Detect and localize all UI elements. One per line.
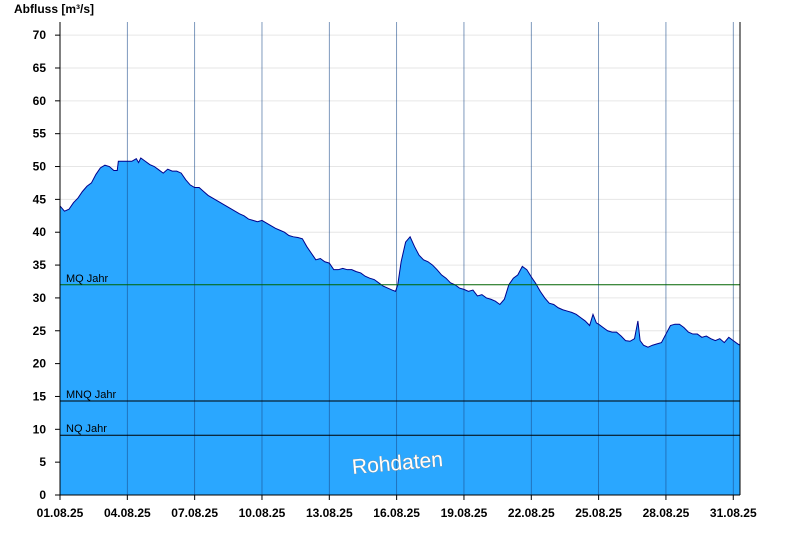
y-tick-labels: 0 5 10 15 20 25 30 35 40 45 50 55 60 65 70 <box>33 28 47 502</box>
y-tick-label: 40 <box>33 225 47 239</box>
x-tick-label: 13.08.25 <box>306 506 353 520</box>
x-tick-label: 10.08.25 <box>239 506 286 520</box>
y-tick-label: 15 <box>33 389 47 403</box>
y-tick-label: 30 <box>33 291 47 305</box>
y-tick-label: 70 <box>33 28 47 42</box>
x-tick-label: 04.08.25 <box>104 506 151 520</box>
reference-lines: MQ Jahr MNQ Jahr NQ Jahr <box>60 273 740 436</box>
y-tick-label: 45 <box>33 192 47 206</box>
reference-line-label: MNQ Jahr <box>66 389 116 401</box>
x-tick-label: 25.08.25 <box>575 506 622 520</box>
x-tick-label: 22.08.25 <box>508 506 555 520</box>
y-axis-label: Abfluss [m³/s] <box>14 2 94 16</box>
x-tick-label: 16.08.25 <box>373 506 420 520</box>
y-tick-label: 35 <box>33 258 47 272</box>
reference-line-label: NQ Jahr <box>66 423 107 435</box>
y-tick-label: 55 <box>33 127 47 141</box>
y-tick-label: 60 <box>33 94 47 108</box>
discharge-line <box>59 157 741 348</box>
y-tick-label: 50 <box>33 160 47 174</box>
x-tick-label: 01.08.25 <box>37 506 84 520</box>
y-tick-label: 65 <box>33 61 47 75</box>
y-tick-label: 10 <box>33 422 47 436</box>
x-tick-label: 28.08.25 <box>643 506 690 520</box>
discharge-area <box>60 157 740 496</box>
axes <box>59 22 741 496</box>
x-tick-labels: 01.08.25 04.08.25 07.08.25 10.08.25 13.08.25… <box>37 506 757 520</box>
reference-line-label: MQ Jahr <box>66 273 109 285</box>
x-tick-label: 07.08.25 <box>171 506 218 520</box>
y-tick-label: 0 <box>39 488 46 502</box>
y-tick-label: 25 <box>33 324 47 338</box>
y-tick-label: 20 <box>33 357 47 371</box>
x-tick-label: 19.08.25 <box>441 506 488 520</box>
x-tick-label: 31.08.25 <box>710 506 757 520</box>
y-tick-label: 5 <box>39 455 46 469</box>
